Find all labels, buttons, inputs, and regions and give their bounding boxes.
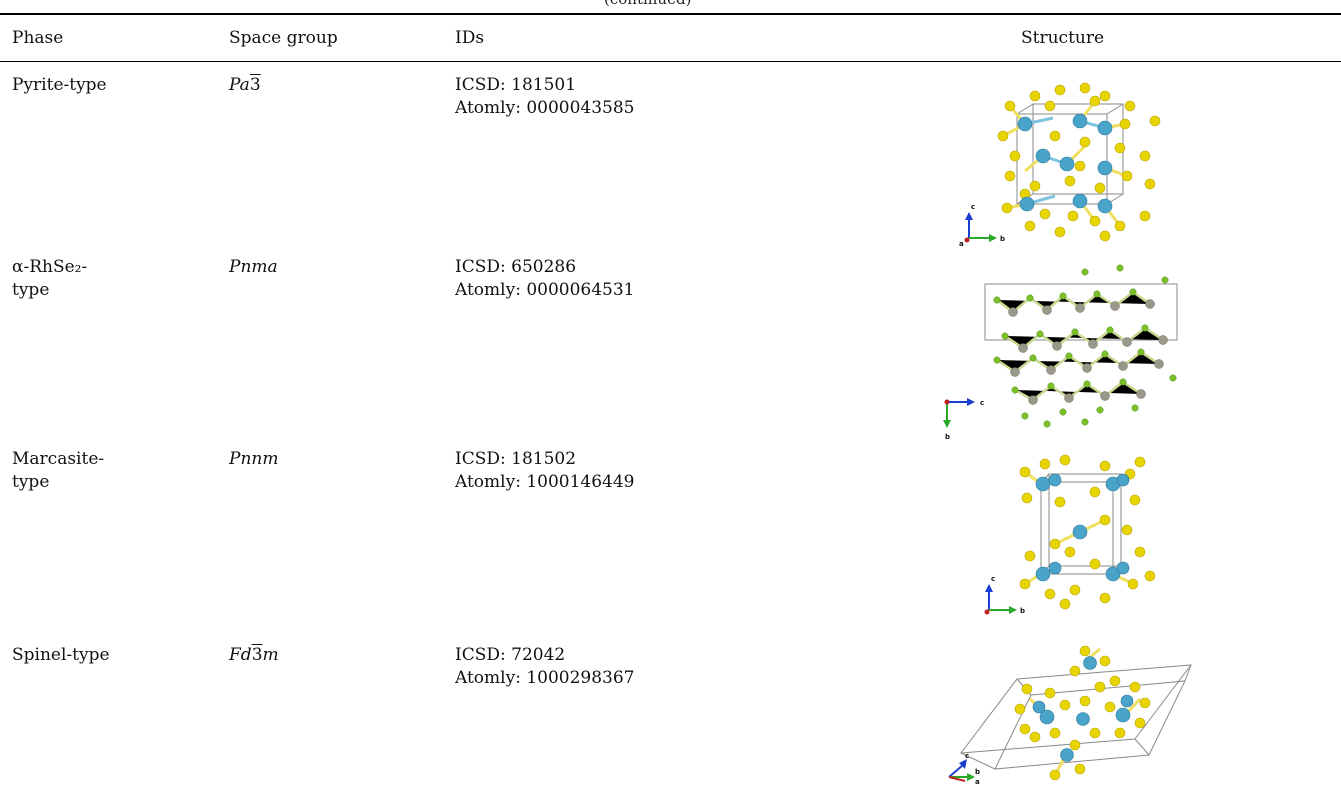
axis-label-c: c xyxy=(971,203,975,211)
icsd-id: ICSD: 181502 xyxy=(455,448,635,471)
axis-indicator: c b xyxy=(985,575,1026,615)
top-rule xyxy=(0,13,1341,15)
space-group-cell-spinel: Fd3m xyxy=(229,644,279,667)
phase-line: type xyxy=(12,279,162,302)
phase-cell-pyrite: Pyrite-type xyxy=(12,74,162,97)
atomly-id: Atomly: 1000146449 xyxy=(455,471,635,494)
axis-label-b: b xyxy=(975,768,980,776)
header-rule xyxy=(0,61,1341,62)
space-group-bar-digit: 3 xyxy=(250,75,261,95)
ids-cell-marcasite: ICSD: 181502 Atomly: 1000146449 xyxy=(455,448,635,494)
axis-label-a: a xyxy=(959,240,964,246)
icsd-id: ICSD: 650286 xyxy=(455,256,635,279)
structure-image-alpha-rhse2: c b xyxy=(935,260,1185,445)
structure-image-pyrite: c b a xyxy=(955,76,1175,246)
axis-label-b: b xyxy=(1000,235,1005,243)
atomly-id: Atomly: 0000043585 xyxy=(455,97,635,120)
phase-cell-alpha-rhse2: α-RhSe₂- type xyxy=(12,256,162,302)
phase-line: α-RhSe₂- xyxy=(12,256,162,279)
header-phase: Phase xyxy=(12,28,63,48)
space-group-cell-pyrite: Pa3 xyxy=(229,74,261,97)
axis-indicator: c b a xyxy=(959,203,1005,246)
structure-image-marcasite: c b xyxy=(955,452,1175,622)
ids-cell-pyrite: ICSD: 181501 Atomly: 0000043585 xyxy=(455,74,635,120)
axis-label-c: c xyxy=(965,752,969,760)
axis-indicator: c b a xyxy=(949,752,980,785)
space-group-cell-marcasite: Pnnm xyxy=(229,448,278,471)
space-group-symbol: Pnnm xyxy=(229,449,278,469)
pyrite-crystal-svg: c b a xyxy=(955,76,1175,246)
ids-cell-alpha-rhse2: ICSD: 650286 Atomly: 0000064531 xyxy=(455,256,635,302)
space-group-suffix: m xyxy=(263,645,279,665)
axis-label-c: c xyxy=(991,575,995,583)
phase-line: Marcasite- xyxy=(12,448,162,471)
space-group-symbol: Fd xyxy=(229,645,252,665)
space-group-bar-digit: 3 xyxy=(252,645,263,665)
table-caption-fragment: (continued) xyxy=(604,0,691,8)
header-ids: IDs xyxy=(455,28,484,48)
ids-cell-spinel: ICSD: 72042 Atomly: 1000298367 xyxy=(455,644,635,690)
axis-label-a: a xyxy=(975,778,980,785)
header-space-group: Space group xyxy=(229,28,338,48)
axis-label-b: b xyxy=(945,433,950,441)
phase-cell-spinel: Spinel-type xyxy=(12,644,162,667)
phase-line: Spinel-type xyxy=(12,644,162,667)
phase-cell-marcasite: Marcasite- type xyxy=(12,448,162,494)
phase-line: Pyrite-type xyxy=(12,74,162,97)
header-structure: Structure xyxy=(1021,28,1104,48)
atomly-id: Atomly: 1000298367 xyxy=(455,667,635,690)
space-group-cell-alpha-rhse2: Pnma xyxy=(229,256,278,279)
icsd-id: ICSD: 72042 xyxy=(455,644,635,667)
alpha-rhse2-crystal-svg: c b xyxy=(935,260,1185,445)
phase-line: type xyxy=(12,471,162,494)
axis-indicator: c b xyxy=(943,398,984,441)
spinel-crystal-svg: c b a xyxy=(935,637,1205,785)
space-group-symbol: Pa xyxy=(229,75,250,95)
marcasite-crystal-svg: c b xyxy=(955,452,1175,622)
axis-label-b: b xyxy=(1020,607,1025,615)
space-group-symbol: Pnma xyxy=(229,257,278,277)
structure-image-spinel: c b a xyxy=(935,637,1205,785)
atomly-id: Atomly: 0000064531 xyxy=(455,279,635,302)
icsd-id: ICSD: 181501 xyxy=(455,74,635,97)
axis-label-c: c xyxy=(980,399,984,407)
